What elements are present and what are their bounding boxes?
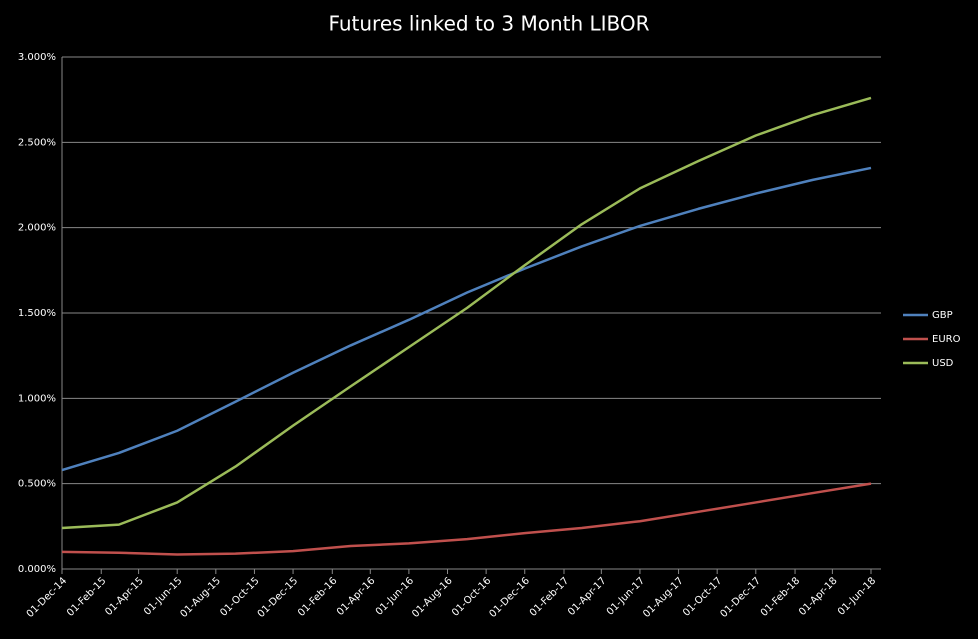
series-line bbox=[61, 96, 872, 530]
x-tick-label: 01-Feb-17 bbox=[528, 575, 571, 618]
x-tick-label: 01-Apr-17 bbox=[566, 575, 609, 618]
x-tick-label: 01-Feb-16 bbox=[296, 575, 339, 618]
legend-label: GBP bbox=[932, 310, 953, 321]
x-tick-label: 01-Aug-16 bbox=[410, 575, 455, 620]
x-tick-label: 01-Dec-16 bbox=[487, 575, 532, 620]
x-tick-label: 01-Apr-15 bbox=[103, 575, 146, 618]
x-tick-label: 01-Dec-17 bbox=[718, 575, 763, 620]
x-tick-label: 01-Apr-16 bbox=[335, 575, 378, 618]
y-tick-label: 2.000% bbox=[18, 223, 56, 234]
y-tick-label: 1.500% bbox=[18, 308, 56, 319]
legend-label: EURO bbox=[932, 334, 961, 345]
y-tick-label: 0.000% bbox=[18, 564, 56, 575]
y-tick-label: 2.500% bbox=[18, 137, 56, 148]
x-tick-label: 01-Jun-18 bbox=[836, 575, 878, 617]
x-tick-label: 01-Aug-17 bbox=[641, 575, 686, 620]
x-tick-label: 01-Dec-14 bbox=[25, 575, 70, 620]
series-line bbox=[61, 482, 872, 556]
y-tick-label: 3.000% bbox=[18, 52, 56, 63]
x-tick-label: 01-Feb-15 bbox=[65, 575, 108, 618]
x-tick-label: 01-Dec-15 bbox=[256, 575, 301, 620]
x-tick-label: 01-Apr-18 bbox=[797, 575, 840, 618]
chart-title: Futures linked to 3 Month LIBOR bbox=[328, 12, 649, 36]
x-tick-label: 01-Feb-18 bbox=[759, 575, 802, 618]
y-tick-label: 0.500% bbox=[18, 479, 56, 490]
legend-label: USD bbox=[932, 358, 954, 369]
y-tick-label: 1.000% bbox=[18, 393, 56, 404]
x-tick-label: 01-Aug-15 bbox=[179, 575, 224, 620]
series-line bbox=[61, 166, 872, 472]
